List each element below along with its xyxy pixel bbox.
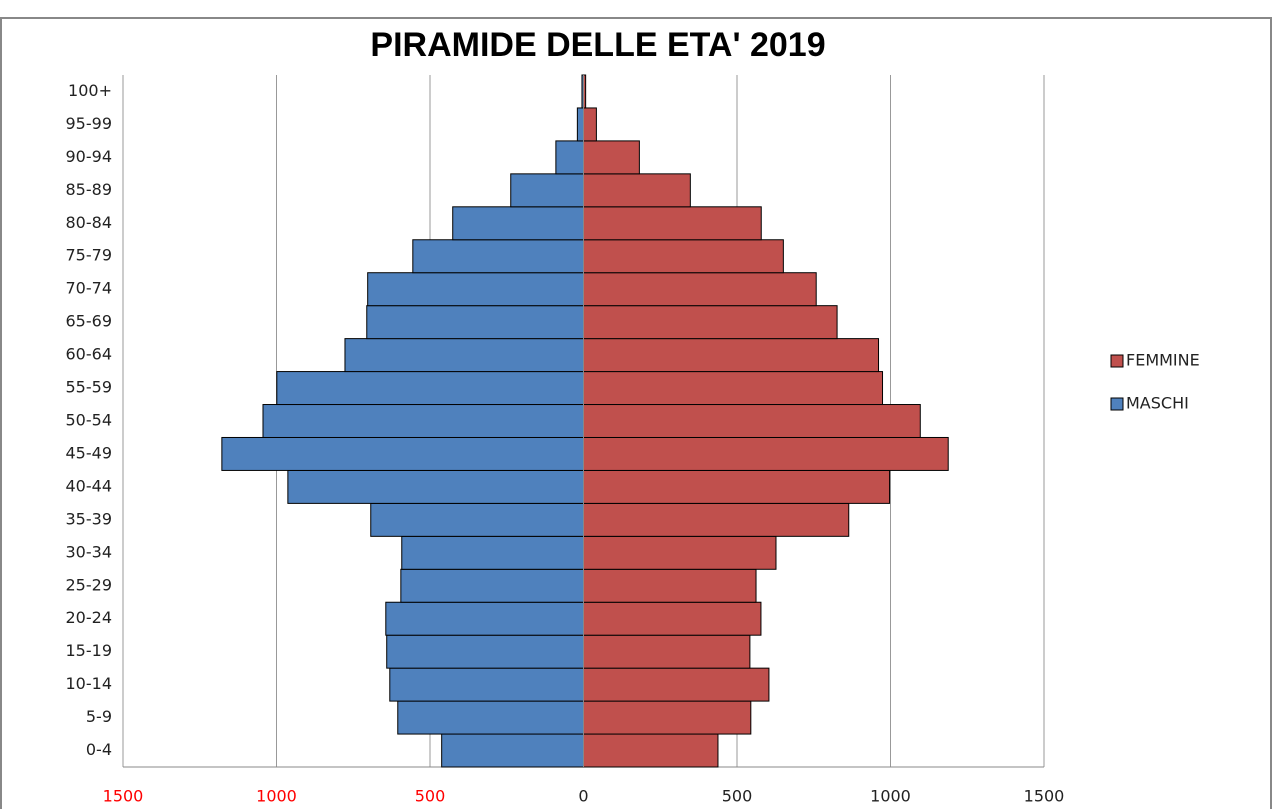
bar [583, 338, 880, 373]
bar [389, 667, 584, 702]
bar [401, 535, 585, 570]
y-tick-label: 80-84 [66, 213, 113, 232]
bar [583, 733, 719, 768]
legend-swatch [1110, 397, 1124, 411]
bar [583, 601, 762, 636]
bar [583, 404, 921, 438]
y-tick-label: 10-14 [66, 674, 113, 693]
y-tick-label: 75-79 [66, 246, 113, 265]
legend-label: MASCHI [1126, 394, 1189, 413]
bar [262, 404, 584, 438]
bar [344, 338, 584, 373]
bar [583, 469, 891, 504]
bar [583, 667, 770, 702]
bar [555, 140, 584, 175]
x-tick-label: 500 [415, 787, 446, 806]
bar [386, 634, 585, 669]
y-tick-label: 30-34 [66, 542, 113, 561]
bar [367, 272, 584, 307]
bar [400, 568, 584, 603]
y-tick-label: 25-29 [66, 575, 113, 594]
bar [583, 140, 640, 175]
bar [583, 634, 751, 669]
bar [452, 206, 584, 241]
y-tick-label: 5-9 [86, 707, 112, 726]
y-tick-label: 50-54 [66, 411, 113, 430]
y-tick-label: 0-4 [86, 740, 112, 759]
x-tick-label: 1500 [103, 787, 144, 806]
bar [583, 173, 691, 208]
bar [221, 436, 584, 471]
bar [583, 535, 777, 570]
y-tick-label: 15-19 [66, 641, 113, 660]
bar [385, 601, 584, 636]
bar [583, 568, 757, 603]
x-tick-label: 500 [722, 787, 753, 806]
bar [276, 371, 584, 406]
bar [576, 107, 584, 142]
bar [441, 733, 584, 768]
x-tick-label: 1000 [870, 787, 911, 806]
bar [583, 272, 817, 307]
bar [366, 305, 584, 340]
bar [583, 502, 850, 537]
bar [583, 700, 752, 735]
y-tick-label: 100+ [68, 81, 112, 100]
y-tick-label: 20-24 [66, 608, 113, 627]
bar [510, 173, 584, 208]
bar [287, 469, 584, 504]
y-tick-label: 60-64 [66, 345, 113, 364]
bar [412, 239, 585, 274]
bar [583, 436, 949, 471]
y-tick-label: 95-99 [66, 114, 113, 133]
x-tick-label: 0 [578, 787, 588, 806]
bar [583, 371, 884, 406]
bar [370, 502, 584, 537]
bar [583, 239, 784, 274]
bar [583, 206, 762, 241]
y-tick-label: 35-39 [66, 509, 113, 528]
y-tick-label: 40-44 [66, 476, 113, 495]
y-tick-label: 45-49 [66, 443, 113, 462]
x-tick-label: 1000 [256, 787, 297, 806]
y-tick-label: 90-94 [66, 147, 113, 166]
chart-title: PIRAMIDE DELLE ETA' 2019 [370, 26, 825, 64]
y-tick-label: 65-69 [66, 312, 113, 331]
legend-swatch [1110, 354, 1124, 368]
bar [583, 107, 597, 142]
x-tick-label: 1500 [1024, 787, 1065, 806]
y-tick-label: 85-89 [66, 180, 113, 199]
legend-label: FEMMINE [1126, 351, 1200, 370]
bar [583, 305, 838, 340]
y-tick-label: 55-59 [66, 378, 113, 397]
y-tick-label: 70-74 [66, 279, 113, 298]
bar [397, 700, 585, 735]
